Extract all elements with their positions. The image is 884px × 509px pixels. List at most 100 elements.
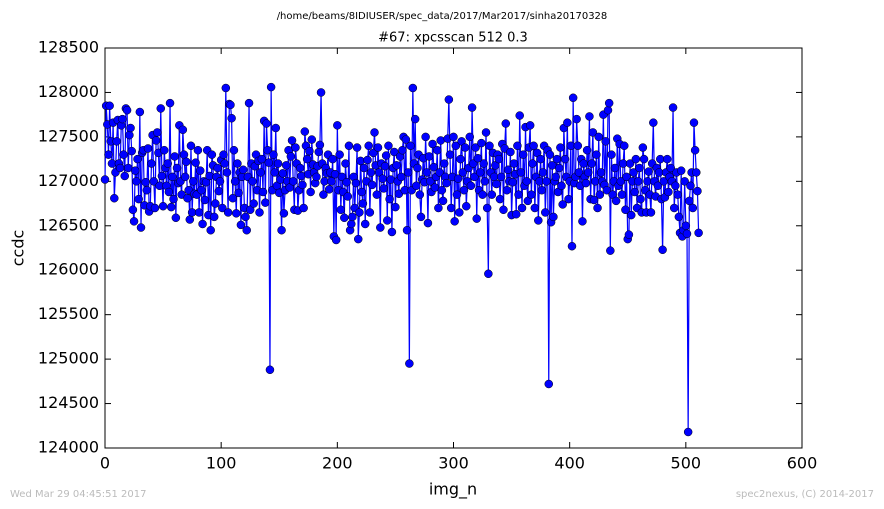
data-point [664, 187, 673, 197]
data-point [481, 128, 491, 137]
data-point [496, 172, 506, 182]
y-tick-label: 126000 [38, 260, 99, 279]
data-point [183, 193, 192, 203]
data-point [449, 132, 458, 142]
data-point [631, 154, 641, 164]
data-point [194, 208, 204, 217]
data-point [147, 159, 156, 168]
data-point [585, 112, 594, 121]
data-point [118, 114, 127, 124]
x-tick-label: 300 [438, 454, 469, 473]
data-point [499, 205, 508, 215]
data-point [227, 113, 236, 123]
data-point [437, 185, 447, 195]
data-point [593, 203, 602, 213]
credit: spec2nexus, (C) 2014-2017 [736, 489, 874, 500]
data-point [191, 158, 200, 167]
data-point [223, 208, 233, 217]
data-point [241, 212, 250, 222]
data-point [214, 186, 224, 196]
y-tick-label: 125500 [38, 304, 99, 323]
data-point [347, 219, 356, 229]
data-point [364, 141, 373, 151]
data-point [168, 172, 177, 182]
data-point [673, 190, 682, 199]
data-point [390, 147, 399, 157]
data-point [122, 105, 132, 115]
data-point [445, 150, 455, 159]
data-point [544, 379, 554, 389]
data-point [197, 185, 206, 195]
data-point [159, 145, 169, 155]
data-point [218, 203, 227, 213]
data-point [478, 190, 487, 199]
data-point [653, 181, 663, 191]
data-point [299, 203, 308, 213]
data-point [165, 98, 175, 108]
data-point [340, 213, 349, 223]
data-point [270, 168, 279, 177]
data-point [534, 216, 543, 225]
data-point [328, 154, 337, 164]
data-point [455, 208, 464, 217]
data-point [255, 208, 264, 217]
data-point [423, 218, 433, 228]
data-point [426, 177, 435, 186]
data-point [256, 168, 265, 177]
data-point [370, 128, 379, 137]
data-point [462, 201, 471, 211]
data-point [475, 168, 485, 177]
data-point [331, 235, 341, 245]
data-point [434, 203, 443, 213]
data-point [584, 168, 593, 177]
data-point [671, 181, 680, 191]
data-point [686, 181, 695, 191]
data-point [221, 83, 231, 93]
data-point [342, 177, 351, 187]
data-point [233, 159, 242, 168]
data-point [467, 103, 477, 112]
data-point [658, 245, 667, 255]
data-point [635, 163, 644, 173]
data-point [291, 143, 300, 152]
data-point [458, 168, 468, 177]
data-point [588, 128, 598, 137]
data-point [466, 181, 476, 191]
data-point [269, 150, 278, 159]
data-point [127, 146, 136, 156]
data-point [473, 153, 483, 163]
data-point [125, 130, 134, 140]
data-point [379, 184, 389, 193]
data-point [621, 205, 630, 215]
x-tick-label: 0 [100, 454, 110, 473]
data-point [306, 187, 315, 197]
data-point [402, 225, 412, 235]
data-point [385, 194, 394, 204]
data-point [170, 152, 179, 161]
data-point [682, 229, 692, 239]
data-point [401, 135, 411, 144]
data-point [360, 219, 370, 229]
data-point [105, 101, 114, 111]
data-point [288, 177, 298, 186]
data-point [180, 172, 190, 182]
data-point [610, 163, 620, 173]
data-point [391, 202, 400, 212]
data-point [620, 141, 629, 151]
data-point [509, 159, 519, 168]
data-point [209, 212, 219, 222]
data-point [229, 145, 239, 155]
data-point [136, 223, 146, 232]
data-point [398, 145, 407, 155]
data-point [189, 177, 198, 186]
data-point [130, 166, 140, 175]
data-point [357, 187, 366, 197]
data-point [119, 150, 128, 159]
data-point [206, 225, 215, 235]
data-point [432, 145, 442, 155]
data-point [112, 137, 121, 146]
data-point [369, 148, 378, 158]
data-point [262, 119, 271, 128]
data-point [373, 143, 383, 152]
data-point [506, 147, 515, 157]
